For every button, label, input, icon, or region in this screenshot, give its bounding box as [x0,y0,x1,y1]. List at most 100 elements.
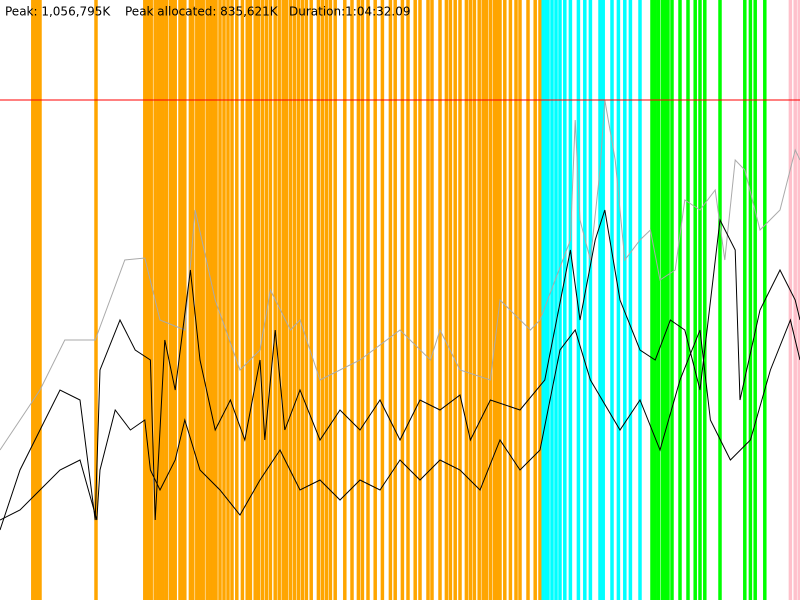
event-bar [601,0,605,600]
event-bar [753,0,757,600]
event-bar [240,0,245,600]
event-bar [292,0,297,600]
event-bar [666,0,670,600]
event-bar [34,0,38,600]
event-bar [563,0,567,600]
event-bar [797,0,800,600]
event-bar [518,0,522,600]
event-bar [526,0,530,600]
event-bar [458,0,462,600]
header-label: Duration:1:04:32.09 [289,5,411,19]
event-bar [226,0,230,600]
header-label: Peak: 1,056,795K [5,5,111,19]
event-bar [477,0,481,600]
event-bar [718,0,722,600]
event-bar [173,0,177,600]
event-bar [468,0,473,600]
memory-line [0,99,800,451]
event-bar [653,0,657,600]
event-bar [183,0,187,600]
event-bar [533,0,537,600]
event-bar [178,0,182,600]
event-bar [350,0,354,600]
event-bar [149,0,153,600]
event-bar [143,0,147,600]
event-bar [284,0,289,600]
event-bar [264,0,269,600]
event-bar [195,0,199,600]
event-bar [488,0,493,600]
event-bar [650,0,654,600]
memory-line [0,318,800,521]
event-bar [448,0,453,600]
event-bar [158,0,162,600]
event-bar [484,0,489,600]
event-bar [288,0,293,600]
event-bar [373,0,377,600]
event-bar [430,0,434,600]
event-bar [693,0,697,600]
event-bar [616,0,621,600]
event-bar [211,0,215,600]
event-bar [316,0,321,600]
event-bar [558,0,562,600]
event-bar [598,0,602,600]
event-bar [222,0,226,600]
event-bar [356,0,361,600]
event-bar [472,0,477,600]
event-bar [218,0,222,600]
event-bar [201,0,205,600]
event-bar [406,0,410,600]
event-bar [146,0,150,600]
event-bar [281,0,285,600]
event-bar [191,0,195,600]
event-bar [538,0,542,600]
event-bar [198,0,202,600]
event-bar [38,0,42,600]
event-bar [663,0,667,600]
event-bar [541,0,545,600]
event-bar [256,0,261,600]
event-bar [426,0,430,600]
event-bar [94,0,98,600]
event-bar [568,0,573,600]
event-bar [788,0,793,600]
event-bar [583,0,587,600]
event-bar [464,0,469,600]
event-bar [508,0,513,600]
event-bar [628,0,633,600]
event-bar [623,0,627,600]
event-bars [31,0,800,600]
event-bar [164,0,169,600]
event-bar [550,0,554,600]
event-bar [393,0,397,600]
event-bar [554,0,558,600]
event-bar [438,0,442,600]
event-bar [245,0,249,600]
event-bar [656,0,661,600]
event-bar [277,0,281,600]
event-bar [248,0,253,600]
event-bar [418,0,422,600]
event-bar [514,0,518,600]
event-bar [304,0,309,600]
event-bar [366,0,370,600]
event-bar [188,0,193,600]
event-bar [343,0,347,600]
event-bar [309,0,313,600]
header-label: Peak allocated: 835,621K [125,5,279,19]
event-bar [743,0,747,600]
event-bar [230,0,234,600]
event-bar [328,0,333,600]
event-bar [748,0,753,600]
event-bar [205,0,209,600]
event-bar [380,0,385,600]
event-bar [31,0,35,600]
event-bar [495,0,499,600]
event-bar [161,0,165,600]
event-bar [214,0,218,600]
event-bar [324,0,329,600]
event-bar [492,0,497,600]
